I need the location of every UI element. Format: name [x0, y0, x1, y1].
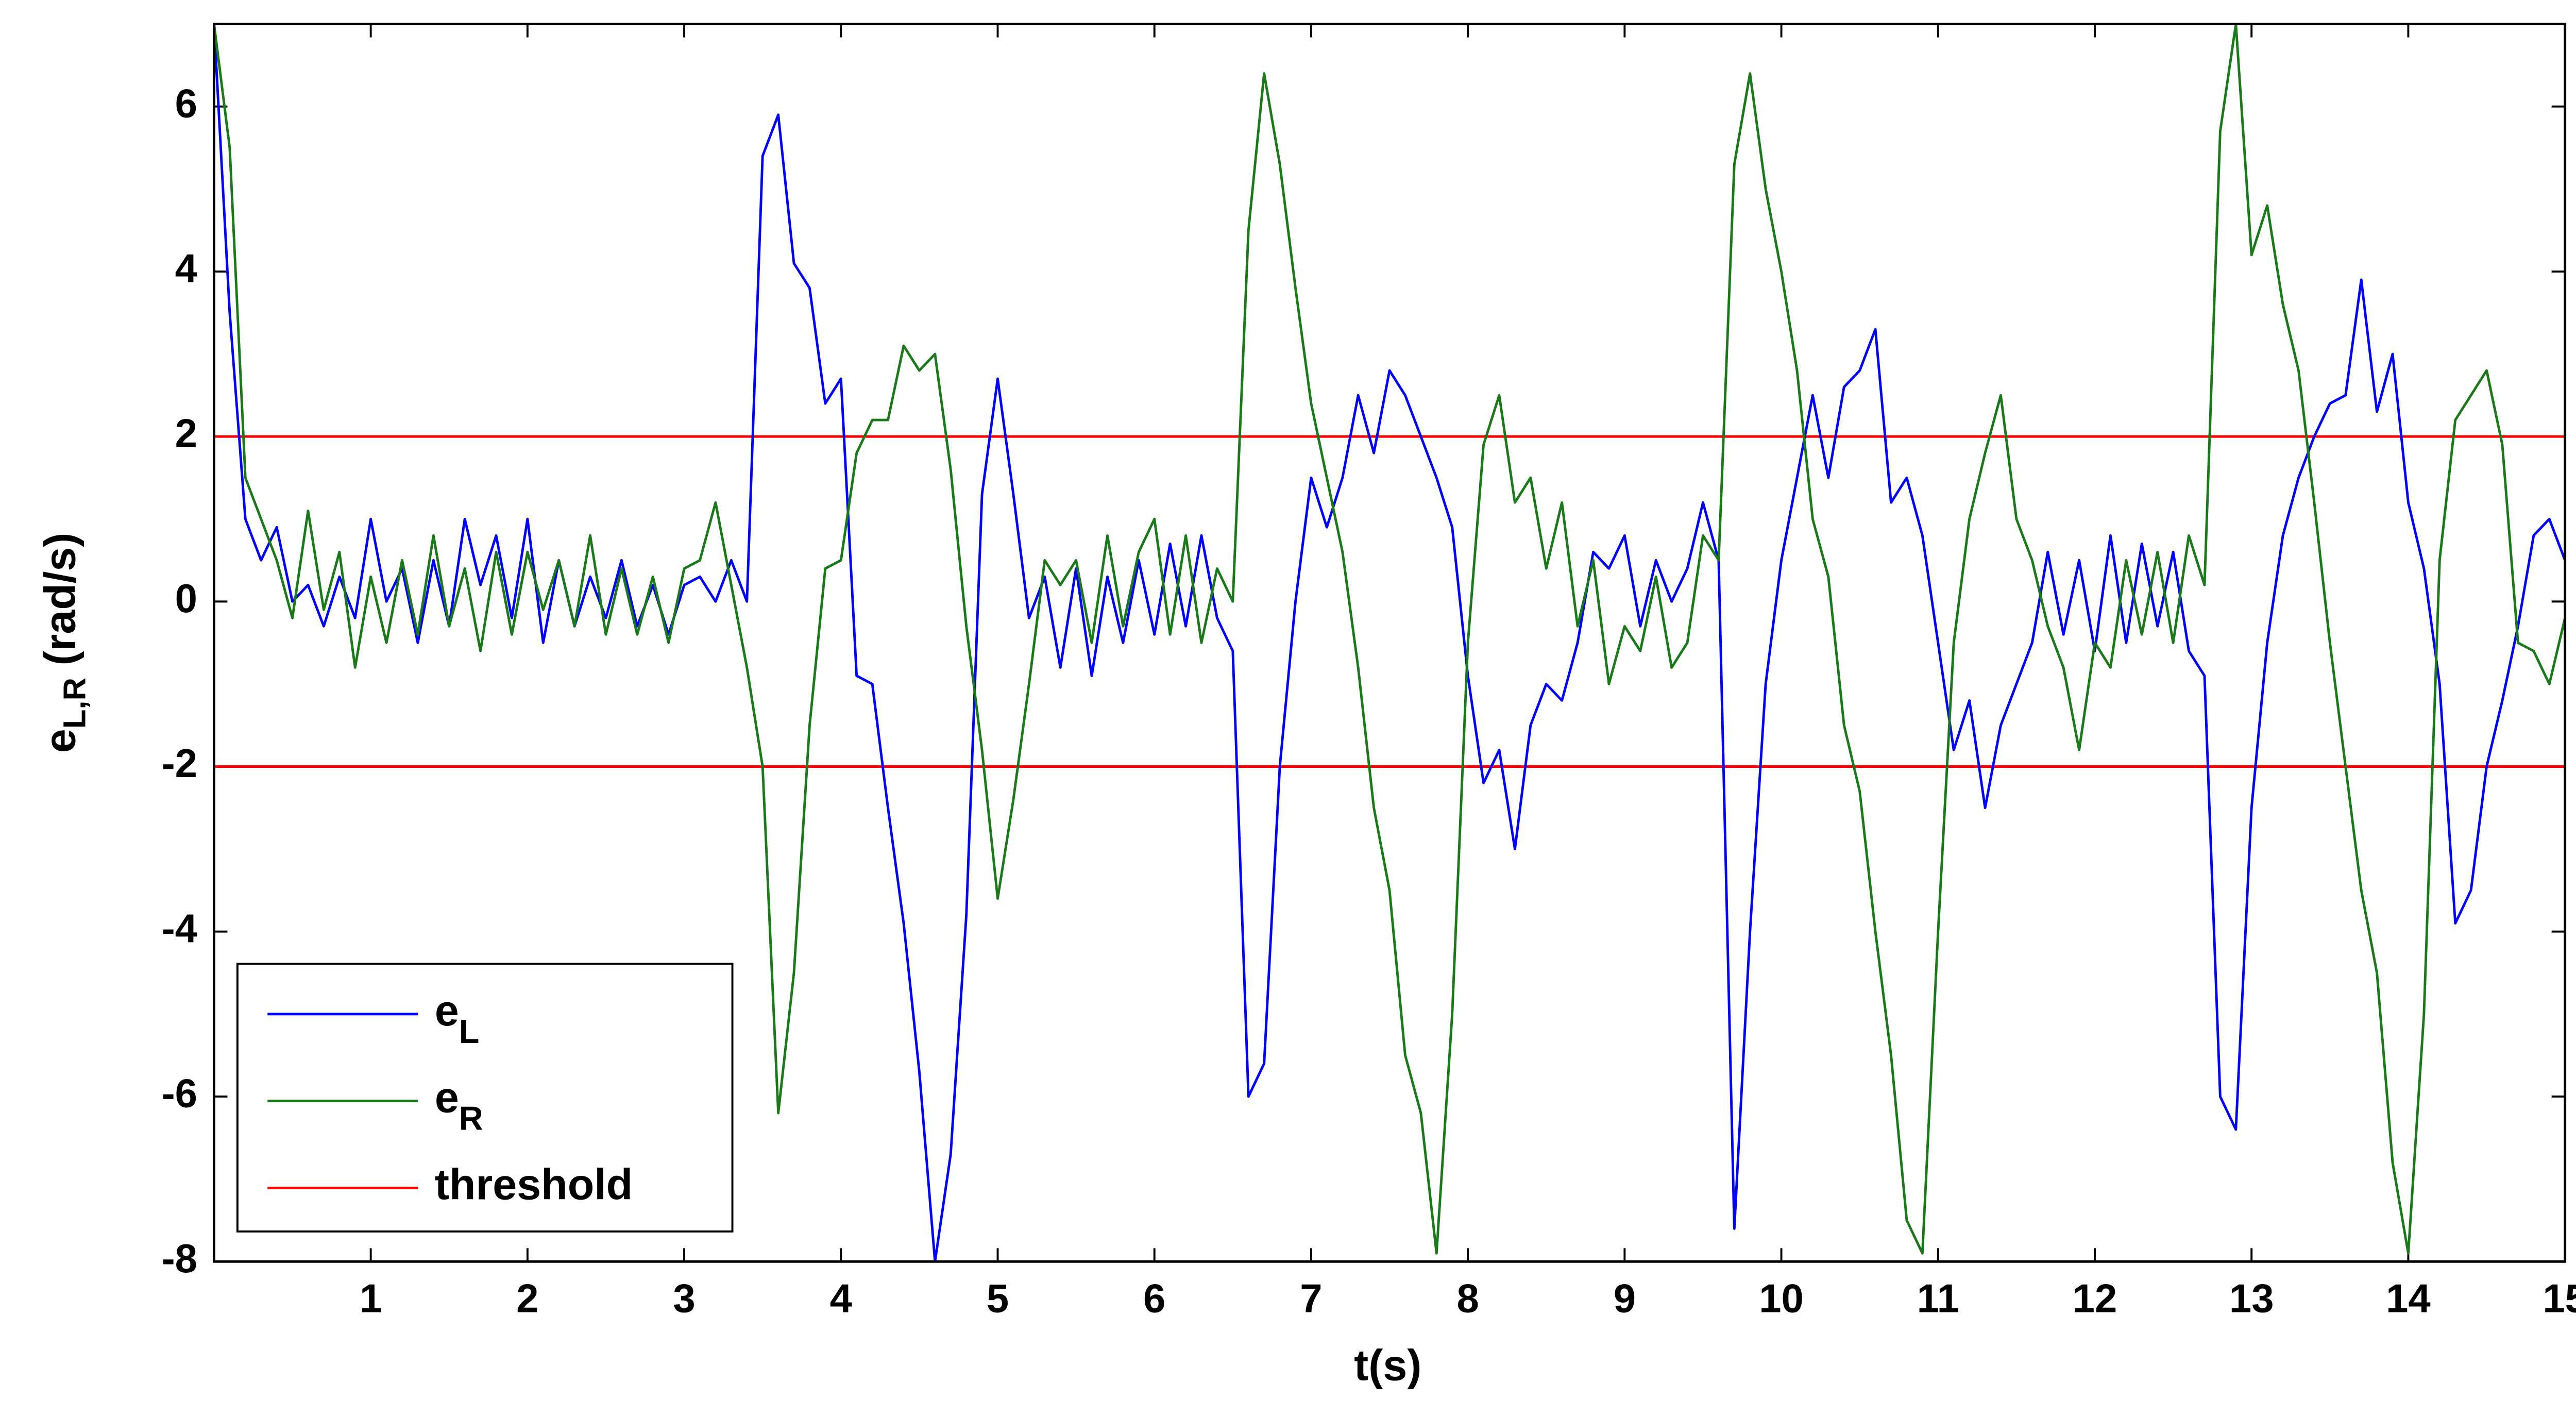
x-tick-label: 10 [1759, 1276, 1804, 1321]
y-tick-label: -2 [162, 740, 197, 786]
legend-label: eR [435, 1073, 483, 1137]
y-tick-label: -8 [162, 1236, 197, 1281]
y-label-base: e [36, 729, 84, 753]
legend-text: e [435, 1073, 459, 1122]
y-tick-label: -4 [162, 905, 197, 951]
y-tick-label: -6 [162, 1071, 197, 1116]
y-tick-label: 6 [175, 80, 197, 126]
x-tick-label: 8 [1456, 1276, 1479, 1321]
x-tick-label: 9 [1614, 1276, 1636, 1321]
y-tick-label: 4 [175, 245, 197, 291]
series-line [214, 24, 2565, 1262]
legend-label: eL [435, 986, 480, 1050]
x-tick-label: 7 [1300, 1276, 1322, 1321]
y-label-sub: L,R [57, 678, 93, 729]
axes-frame [212, 23, 2567, 1263]
x-tick-label: 6 [1143, 1276, 1165, 1321]
y-tick-label: 2 [175, 411, 197, 456]
x-tick-label: 3 [673, 1276, 695, 1321]
x-tick-label: 2 [516, 1276, 538, 1321]
x-tick-label: 1 [360, 1276, 382, 1321]
y-tick-label: 0 [175, 576, 197, 621]
series-line [214, 24, 2565, 1255]
x-tick-label: 13 [2229, 1276, 2274, 1321]
plot-area [214, 24, 2565, 1262]
x-tick-label: 5 [987, 1276, 1009, 1321]
x-tick-label: 12 [2073, 1276, 2117, 1321]
x-tick-label: 14 [2386, 1276, 2431, 1321]
x-tick-label: 4 [830, 1276, 852, 1321]
legend-subscript: L [459, 1013, 480, 1050]
legend-label: threshold [435, 1160, 633, 1209]
y-label-space [36, 666, 84, 678]
legend-text: threshold [435, 1160, 633, 1209]
axes-layer: -8-6-4-20246123456789101112131415 [162, 24, 2576, 1321]
legend-subscript: R [459, 1100, 483, 1137]
x-tick-label: 11 [1917, 1276, 1959, 1321]
x-axis-label: t(s) [1354, 1341, 1421, 1389]
y-axis-label: eL,R (rad/s) [36, 533, 93, 753]
y-label-unit: (rad/s) [36, 533, 84, 666]
x-tick-label: 15 [2543, 1276, 2576, 1321]
legend-text: e [435, 986, 459, 1035]
